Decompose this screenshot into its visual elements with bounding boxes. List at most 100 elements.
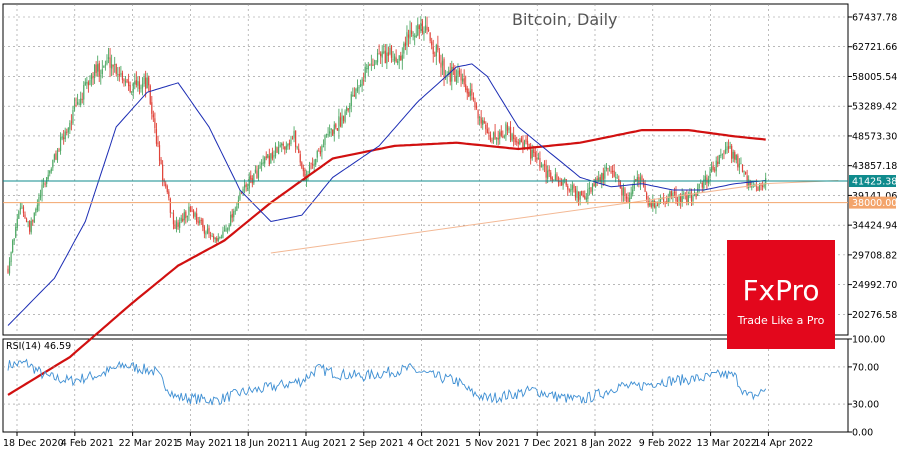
candle-body [25,218,28,222]
candle-body [497,137,499,140]
candle-body [257,168,260,178]
candle-body [491,140,493,142]
candle-body [426,26,428,31]
candle-body [89,79,91,85]
candle-body [594,179,597,187]
candle-body [109,57,111,68]
candle-body [206,228,209,233]
candle-body [8,261,11,274]
candle-body [304,169,306,181]
candle-body [180,217,182,222]
candle-body [404,42,406,46]
candle-body [42,183,45,185]
candle-body [148,77,150,86]
candle-body [209,235,212,236]
candle-body [120,73,122,75]
candle-body [228,225,230,230]
candle-body [574,188,577,198]
candle-body [196,213,198,222]
candle-body [695,193,697,198]
candle-body [344,111,346,122]
candle-body [64,131,66,140]
candle-body [329,131,331,134]
candle-body [118,74,120,76]
candle-body [186,215,188,217]
candle-body [744,171,747,175]
chart-title: Bitcoin, Daily [512,10,618,29]
candle-body [143,77,145,84]
candle-body [514,138,516,143]
candle-body [415,35,417,38]
candle-body [672,192,674,198]
candle-body [676,200,679,202]
candle-body [223,230,226,231]
candle-body [625,196,628,199]
candle-body [588,187,591,190]
candle-body [700,182,702,184]
candle-body [709,171,711,179]
candle-body [291,138,294,140]
candle-body [282,143,284,146]
candle-body [285,145,287,150]
candle-body [154,118,156,129]
candle-body [661,198,663,200]
x-tick-label: 13 Mar 2022 [697,438,757,449]
candle-body [325,134,328,136]
candle-body [369,64,371,66]
candle-body [253,173,255,184]
candle-body [274,145,277,157]
candle-body [559,181,561,183]
candle-body [485,124,487,130]
candle-body [302,167,304,172]
fxpro-logo-box [727,240,835,349]
candle-body [208,228,210,235]
candle-body [168,191,170,198]
candle-body [757,186,759,191]
trendline [270,183,766,254]
y-tick-label: 53289.42 [852,102,897,113]
candle-body [386,52,388,64]
candle-body [658,202,660,205]
candle-body [748,179,750,189]
candle-body [710,166,713,173]
candle-body [279,144,281,147]
candle-body [424,25,427,32]
candle-body [93,64,96,78]
candle-body [191,210,193,212]
candle-body [347,108,349,111]
candle-body [423,31,425,35]
candle-body [579,191,581,200]
candle-body [174,224,176,229]
candle-body [517,141,519,145]
candle-body [200,220,202,221]
candle-body [577,191,580,201]
candle-body [540,165,543,168]
candle-body [194,212,196,217]
candle-body [152,114,154,118]
candle-body [36,205,38,211]
candle-body [211,236,213,237]
candle-body [454,68,456,82]
candle-body [67,127,69,133]
candle-body [287,144,289,147]
candle-body [219,237,221,238]
candle-body [567,185,569,190]
candle-body [248,176,250,189]
candle-body [126,79,128,83]
candle-body [381,51,383,58]
candle-body [32,220,34,222]
candle-body [721,153,723,155]
candle-body [145,77,147,89]
candle-body [16,218,18,229]
candle-body [395,57,397,62]
candle-body [384,50,386,64]
candle-body [718,155,720,164]
candle-body [230,214,232,226]
candle-body [761,185,764,187]
candle-body [410,30,413,35]
candle-body [528,144,530,147]
candle-body [315,159,317,165]
candle-body [123,79,125,82]
candle-body [697,188,699,196]
candle-body [157,142,159,145]
